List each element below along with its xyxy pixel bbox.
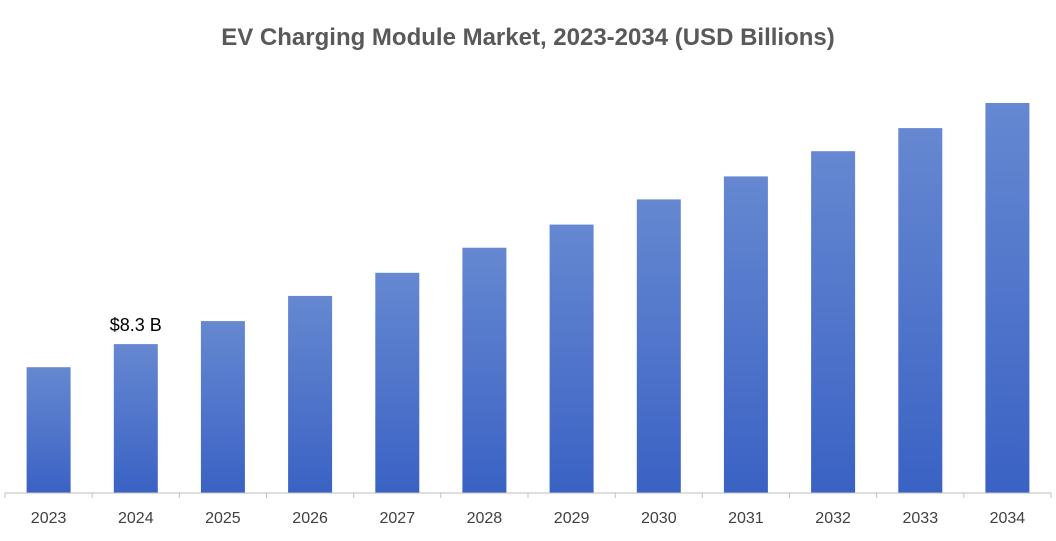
chart-title: EV Charging Module Market, 2023-2034 (US…	[221, 24, 834, 51]
x-tick-label-2025: 2025	[205, 510, 241, 527]
bar-2025	[200, 321, 245, 493]
x-tick-label-2027: 2027	[380, 510, 416, 527]
bar-2024	[113, 344, 158, 493]
x-ticks-group	[4, 493, 1052, 498]
bar-2023	[26, 367, 71, 493]
x-tick-label-2024: 2024	[118, 510, 154, 527]
bar-2032	[811, 151, 856, 493]
x-tick-labels-group: 2023 2024 2025 2026 2027 2028 2029 2030 2031 2032…	[31, 510, 1025, 527]
bars-group	[26, 103, 1030, 493]
x-tick-label-2033: 2033	[903, 510, 939, 527]
x-tick-label-2032: 2032	[815, 510, 851, 527]
bar-2027	[375, 272, 420, 493]
data-labels-group: $8.3 B	[110, 315, 162, 335]
bar-2029	[549, 224, 594, 493]
bar-2030	[636, 199, 681, 493]
x-tick-label-2028: 2028	[467, 510, 503, 527]
x-tick-label-2031: 2031	[728, 510, 764, 527]
bar-2034	[985, 103, 1030, 493]
x-tick-label-2023: 2023	[31, 510, 67, 527]
bar-2026	[288, 295, 333, 493]
x-tick-label-2029: 2029	[554, 510, 590, 527]
data-label-2024: $8.3 B	[110, 315, 162, 335]
x-tick-label-2034: 2034	[990, 510, 1026, 527]
bar-2028	[462, 247, 507, 493]
bar-2033	[898, 128, 943, 493]
bar-2031	[723, 176, 768, 493]
x-tick-label-2030: 2030	[641, 510, 677, 527]
x-tick-label-2026: 2026	[292, 510, 328, 527]
